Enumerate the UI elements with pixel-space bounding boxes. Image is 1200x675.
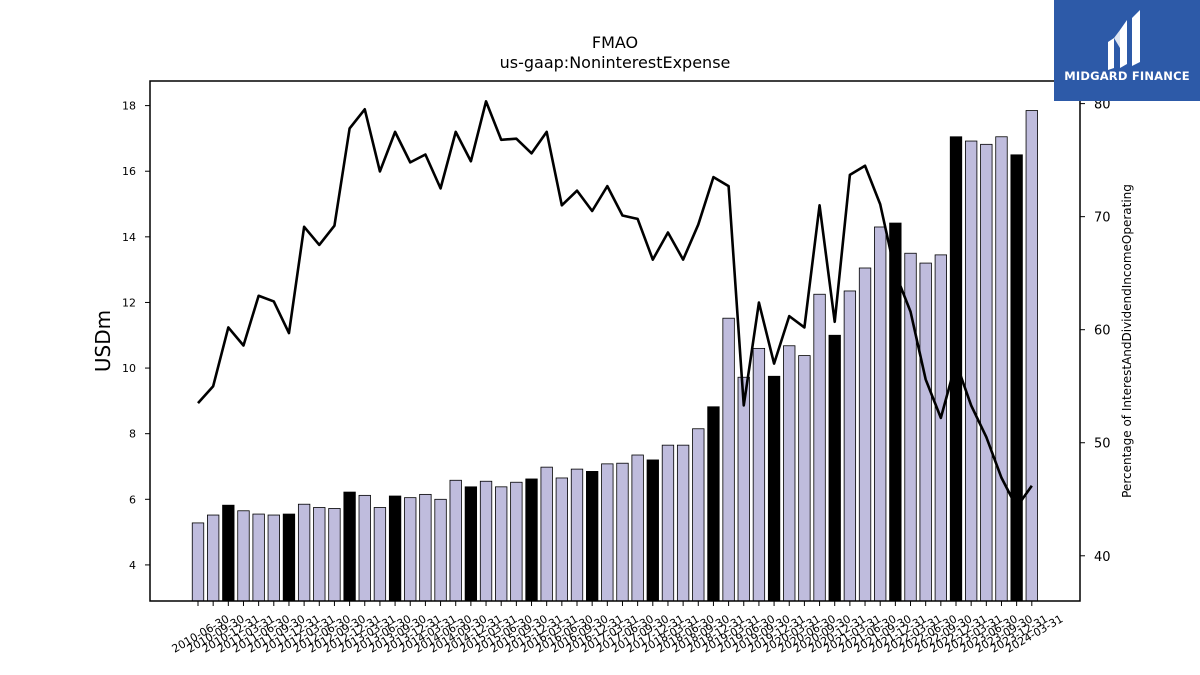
bar	[707, 406, 720, 602]
bar	[798, 355, 811, 602]
bar	[889, 222, 902, 602]
bar	[525, 478, 538, 602]
y-tick-label-left: 12	[122, 296, 136, 309]
bar	[737, 376, 750, 602]
bar	[358, 494, 371, 602]
bar	[965, 140, 978, 602]
bar	[419, 493, 432, 602]
bar	[313, 507, 326, 602]
bar-series	[191, 110, 1038, 602]
y-tick-label-right: 50	[1094, 437, 1111, 452]
y-axis-left-label: USDm	[91, 310, 115, 372]
y-tick-label-right: 80	[1094, 98, 1111, 113]
bar	[464, 486, 478, 602]
bar	[479, 480, 493, 602]
bar	[343, 491, 356, 602]
bar	[692, 428, 705, 602]
y-tick-label-left: 16	[122, 165, 136, 178]
bar	[570, 468, 584, 602]
bar	[949, 136, 963, 602]
bar	[282, 513, 296, 602]
bar	[904, 252, 917, 602]
bar	[813, 293, 826, 602]
bar	[858, 267, 872, 602]
bar	[191, 522, 205, 602]
bar	[555, 477, 568, 602]
y-tick-label-right: 40	[1094, 550, 1111, 565]
line-path	[197, 100, 1033, 509]
bar	[783, 345, 796, 602]
x-axis: 2010-06-302010-09-302010-12-312011-03-31…	[170, 601, 1065, 656]
bar	[373, 507, 387, 602]
bar	[388, 495, 402, 602]
bar	[449, 479, 462, 602]
logo-text: MIDGARD FINANCE	[1064, 69, 1190, 83]
y-axis-right-label: Percentage of InterestAndDividendIncomeO…	[1120, 184, 1134, 498]
bar	[661, 444, 675, 602]
y-tick-label-left: 8	[129, 428, 136, 441]
left-axis: 4 6 8 10 12 14 16 18	[122, 100, 150, 572]
bar	[767, 375, 781, 602]
y-tick-label-left: 10	[122, 362, 136, 375]
bar	[328, 508, 341, 602]
right-axis: 40 50 60 70 80	[1080, 98, 1111, 565]
bar	[919, 262, 932, 602]
bar	[722, 317, 735, 602]
y-tick-label-left: 18	[122, 100, 136, 113]
bar	[980, 143, 993, 602]
bar	[934, 254, 947, 602]
chart-subtitle: us-gaap:NoninterestExpense	[500, 53, 731, 72]
bar	[828, 334, 841, 602]
bar	[495, 486, 508, 602]
bar	[267, 514, 280, 602]
y-tick-label-right: 60	[1094, 324, 1111, 339]
bar	[1010, 154, 1023, 602]
logo: MIDGARD FINANCE	[1054, 0, 1200, 101]
bar	[631, 454, 644, 602]
bar	[207, 514, 220, 602]
bar	[222, 504, 235, 602]
bar	[646, 459, 659, 602]
bar	[434, 498, 447, 602]
bar	[510, 481, 523, 602]
bar	[1025, 110, 1038, 602]
bar	[601, 463, 614, 602]
y-tick-label-left: 14	[122, 231, 136, 244]
y-tick-label-right: 70	[1094, 211, 1111, 226]
plot-frame	[149, 80, 1081, 602]
bar	[995, 136, 1008, 602]
bar	[540, 466, 553, 602]
bar	[586, 471, 599, 602]
chart-title: FMAO	[592, 33, 638, 52]
bar	[616, 462, 629, 602]
logo-mark-icon	[1108, 10, 1140, 70]
bar	[404, 497, 417, 602]
bar	[237, 510, 250, 602]
line-series	[197, 100, 1033, 509]
bar	[252, 513, 265, 602]
y-tick-label-left: 6	[129, 493, 136, 506]
bar	[752, 347, 766, 602]
bar	[843, 290, 857, 602]
y-tick-label-left: 4	[129, 559, 136, 572]
bar	[297, 503, 311, 602]
bar	[874, 226, 887, 602]
bar	[676, 444, 690, 602]
